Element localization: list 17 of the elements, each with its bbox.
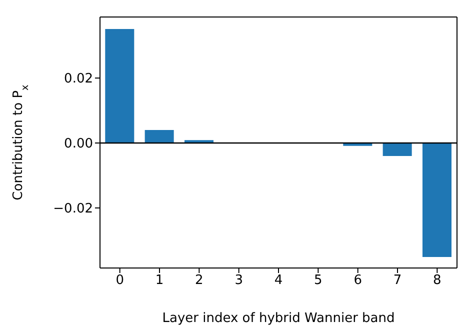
x-tick-label: 5 (314, 273, 322, 288)
y-tick-label: 0.02 (64, 72, 93, 87)
x-tick-label: 1 (155, 273, 164, 288)
bar (422, 142, 452, 257)
bar (144, 130, 174, 143)
x-tick-label: 6 (354, 273, 362, 288)
x-axis-title: Layer index of hybrid Wannier band (162, 311, 395, 326)
x-tick-label: 3 (234, 273, 243, 288)
y-tick-label: −0.02 (53, 202, 93, 217)
x-tick-label: 0 (116, 273, 124, 288)
x-tick-label: 7 (393, 273, 402, 288)
y-tick-label: 0.00 (64, 136, 93, 152)
x-tick-label: 8 (433, 273, 442, 288)
bar (382, 142, 412, 156)
x-tick-label: 4 (274, 273, 283, 288)
bar (105, 29, 134, 143)
x-tick-label: 2 (195, 273, 204, 288)
